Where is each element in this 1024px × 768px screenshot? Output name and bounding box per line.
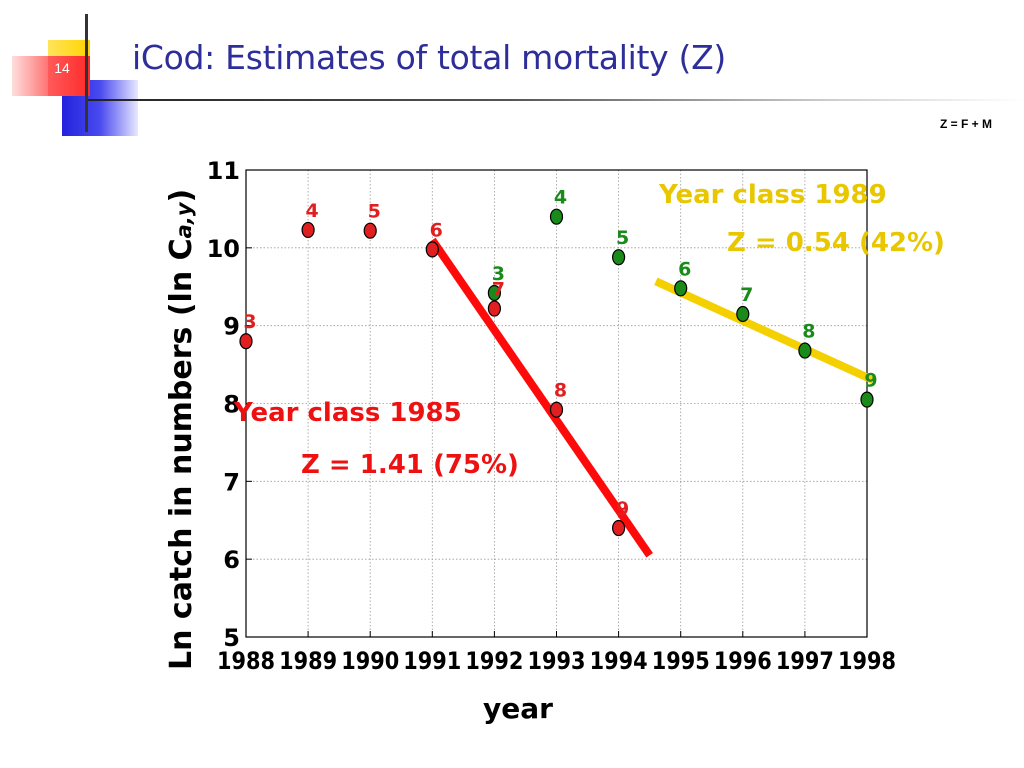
point-year-class-1989-1992	[487, 284, 501, 302]
age-label-year-class-1985-1993: 8	[554, 380, 567, 402]
formula-text: Z = F + M	[939, 117, 992, 131]
age-label-year-class-1985-1991: 6	[430, 219, 443, 241]
x-tick-label-1996: 1996	[714, 647, 772, 675]
point-year-class-1985-1992	[487, 300, 501, 317]
y-axis-label: Ln catch in numbers (ln Ca,y)	[164, 189, 199, 670]
x-tick-label-1997: 1997	[776, 647, 834, 675]
x-tick-label-1991: 1991	[403, 647, 461, 675]
y-tick-label-6: 6	[223, 546, 240, 574]
point-year-class-1985-1993	[549, 401, 564, 418]
y-tick-label-10: 10	[207, 235, 240, 263]
age-label-year-class-1985-1994: 9	[616, 498, 629, 520]
data-points	[239, 208, 874, 537]
x-tick-label-1993: 1993	[528, 647, 586, 675]
y-axis-label-sub: a,y	[172, 201, 196, 238]
age-label-year-class-1985-1988: 3	[243, 311, 256, 333]
point-year-class-1985-1988	[239, 333, 253, 350]
age-label-year-class-1985-1992: 7	[492, 279, 505, 301]
age-label-year-class-1985-1990: 5	[368, 201, 381, 223]
point-year-class-1989-1997	[798, 342, 812, 359]
axis-ticks	[245, 169, 868, 638]
y-axis-label-close: )	[164, 189, 199, 203]
fit-line-year-class-1985	[429, 237, 653, 558]
point-year-class-1985-1989	[301, 221, 315, 239]
age-labels: 3 4 5 6 7 8 9 3 4 5 6 7 8 9	[243, 187, 877, 520]
age-label-year-class-1989-1992: 3	[492, 263, 505, 285]
annotation-yc1989-title: Year class 1989	[658, 180, 887, 210]
header-vertical-rule	[85, 14, 88, 132]
header-inner-red-square	[48, 56, 90, 96]
x-axis-label: year	[483, 692, 553, 725]
point-year-class-1989-1994	[611, 249, 626, 266]
y-tick-label-11: 11	[207, 157, 240, 185]
y-tick-label-9: 9	[223, 313, 240, 341]
point-year-class-1989-1993	[549, 208, 564, 225]
age-label-year-class-1989-1995: 6	[678, 258, 691, 280]
header-horizontal-rule	[88, 99, 1024, 101]
annotation-yc1985-title: Year class 1985	[233, 398, 462, 428]
point-year-class-1985-1991	[425, 241, 439, 258]
x-tick-label-1992: 1992	[465, 647, 523, 675]
age-label-year-class-1989-1997: 8	[802, 321, 815, 343]
y-axis-label-main: Ln catch in numbers (ln C	[164, 238, 199, 670]
age-label-year-class-1989-1996: 7	[740, 284, 753, 306]
x-tick-label-1989: 1989	[279, 647, 337, 675]
slide-header: 14 iCod: Estimates of total mortality (Z…	[0, 0, 1024, 140]
y-tick-label-5: 5	[223, 624, 240, 652]
x-tick-label-1998: 1998	[838, 647, 896, 675]
point-year-class-1989-1998	[860, 391, 874, 408]
slide-number: 14	[54, 60, 70, 76]
tick-labels: 1988 1989 1990 1991 1992 1993 1994 1995 1996 1997…	[207, 157, 896, 675]
point-year-class-1989-1996	[736, 305, 750, 323]
y-tick-label-7: 7	[223, 468, 240, 496]
fit-lines	[429, 237, 875, 558]
annotation-yc1989-z: Z = 0.54 (42%)	[727, 228, 945, 258]
age-label-year-class-1989-1998: 9	[864, 370, 877, 392]
point-year-class-1985-1994	[611, 519, 626, 537]
x-tick-label-1994: 1994	[590, 647, 648, 675]
x-tick-label-1995: 1995	[652, 647, 710, 675]
age-label-year-class-1985-1989: 4	[305, 200, 318, 222]
annotation-yc1985-z: Z = 1.41 (75%)	[301, 450, 519, 480]
x-tick-label-1988: 1988	[217, 647, 275, 675]
grid-lines	[246, 170, 867, 637]
age-label-year-class-1989-1994: 5	[616, 227, 629, 249]
point-year-class-1989-1995	[674, 280, 688, 297]
point-year-class-1985-1990	[363, 222, 377, 239]
slide-title: iCod: Estimates of total mortality (Z)	[132, 38, 726, 77]
y-tick-label-8: 8	[223, 391, 240, 419]
fit-line-year-class-1989	[654, 277, 875, 384]
x-tick-label-1990: 1990	[341, 647, 399, 675]
age-label-year-class-1989-1993: 4	[554, 187, 567, 209]
